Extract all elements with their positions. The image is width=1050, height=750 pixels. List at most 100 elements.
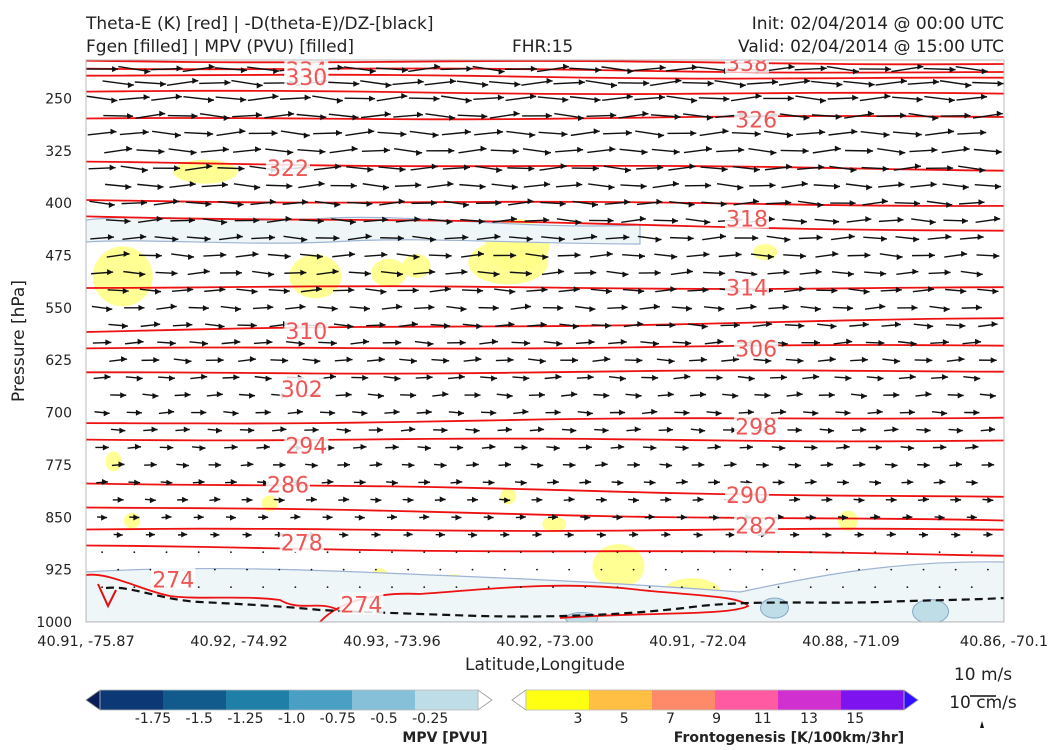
wind-arrow-head xyxy=(122,287,129,294)
wind-arrow-head xyxy=(505,426,512,433)
wind-arrow-head xyxy=(383,147,390,154)
wind-arrow xyxy=(536,568,538,571)
wind-arrow-head xyxy=(105,339,112,346)
wind-arrow xyxy=(842,551,844,554)
wind-arrow-head xyxy=(626,93,633,100)
wind-arrow-head xyxy=(235,269,242,276)
contour-label: 278 xyxy=(281,531,323,556)
wind-arrow-head xyxy=(103,410,110,417)
wind-arrow-head xyxy=(381,251,388,258)
wind-arrow-head xyxy=(702,286,709,293)
wind-arrow-head xyxy=(206,163,213,170)
wind-arrow-head xyxy=(135,443,142,450)
wind-arrow-head xyxy=(683,409,690,416)
y-tick-label: 775 xyxy=(45,458,72,474)
wind-arrow-head xyxy=(688,201,695,208)
wind-arrow-head xyxy=(812,410,819,417)
wind-arrow-head xyxy=(524,340,531,347)
wind-arrow-head xyxy=(865,216,872,223)
wind-arrow-head xyxy=(633,461,640,468)
wind-arrow-head xyxy=(144,68,151,75)
wind-arrow-head xyxy=(813,373,820,380)
wind-arrow-head xyxy=(782,304,789,311)
wind-arrow xyxy=(487,551,490,554)
wind-arrow xyxy=(503,568,506,571)
wind-arrow-head xyxy=(621,304,628,311)
wind-arrow-head xyxy=(651,408,658,415)
wind-arrow-head xyxy=(474,392,481,399)
wind-arrow-head xyxy=(988,461,995,468)
wind-arrow-head xyxy=(618,443,625,450)
contour-label-bg xyxy=(724,275,769,298)
colorbar-segment xyxy=(163,690,227,710)
wind-arrow xyxy=(471,568,474,571)
wind-arrow-head xyxy=(834,145,841,152)
wind-arrow-head xyxy=(464,128,471,135)
y-tick-label: 550 xyxy=(45,301,72,317)
wind-arrow-head xyxy=(859,461,866,468)
wind-arrow xyxy=(729,568,732,571)
wind-arrow-head xyxy=(233,374,240,381)
wind-arrow xyxy=(616,551,619,554)
wind-arrow-head xyxy=(753,166,760,173)
frontogenesis-fill xyxy=(123,512,140,529)
wind-arrow-head xyxy=(204,235,211,242)
wind-arrow-head xyxy=(121,323,128,330)
wind-arrow-head xyxy=(337,64,344,71)
wind-arrow-head xyxy=(336,97,343,104)
wind-arrow xyxy=(423,551,426,554)
wind-arrow-head xyxy=(632,531,639,538)
wind-arrow-head xyxy=(230,479,237,486)
wind-arrow-head xyxy=(962,184,969,191)
wind-arrow-head xyxy=(972,443,979,450)
wind-arrow-head xyxy=(188,254,195,261)
wind-arrow-head xyxy=(111,97,118,104)
wind-arrow-head xyxy=(851,128,858,135)
colorbar-segment xyxy=(289,690,353,710)
wind-arrow-head xyxy=(704,219,711,226)
wind-arrow-head xyxy=(107,269,114,276)
wind-arrow-head xyxy=(675,77,682,84)
wind-arrow-head xyxy=(867,110,874,117)
wind-arrow-head xyxy=(106,306,113,313)
colorbar-tick-label: 15 xyxy=(846,711,864,727)
wind-arrow-head xyxy=(994,215,1001,222)
wind-arrow-head xyxy=(252,251,259,258)
wind-arrow-head xyxy=(716,374,723,381)
wind-arrow-head xyxy=(794,496,801,503)
wind-arrow-head xyxy=(974,375,981,382)
wind-arrow-head xyxy=(841,514,848,521)
wind-arrow-head xyxy=(345,391,352,398)
wind-arrow-head xyxy=(975,338,982,345)
wind-arrow-head xyxy=(489,443,496,450)
wind-arrow-head xyxy=(642,110,649,117)
wind-arrow-head xyxy=(398,198,405,205)
wind-arrow xyxy=(713,551,716,554)
wind-arrow-head xyxy=(538,391,545,398)
wind-arrow-head xyxy=(446,218,453,225)
colorbar-tick-label: 13 xyxy=(800,711,818,727)
wind-arrow xyxy=(197,586,200,588)
wind-arrow-head xyxy=(520,479,527,486)
wind-arrow xyxy=(616,586,619,588)
contour-label: 322 xyxy=(267,157,309,182)
wind-arrow-head xyxy=(768,216,775,223)
wind-arrow-head xyxy=(120,392,127,399)
wind-arrow-head xyxy=(608,184,615,191)
wind-arrow-head xyxy=(510,252,517,259)
wind-arrow-head xyxy=(140,233,147,240)
wind-arrow-head xyxy=(713,479,720,486)
wind-arrow xyxy=(117,568,120,571)
wind-arrow-head xyxy=(541,286,548,293)
wind-arrow-head xyxy=(519,513,526,520)
wind-arrow-head xyxy=(168,375,175,382)
wind-arrow xyxy=(745,551,748,554)
contour-label: 306 xyxy=(735,337,777,362)
wind-arrow-head xyxy=(414,216,421,223)
wind-arrow-head xyxy=(185,358,192,365)
wind-arrow-head xyxy=(864,252,871,259)
wind-arrow-head xyxy=(351,145,358,152)
wind-arrow-head xyxy=(472,461,479,468)
wind-arrow xyxy=(391,551,393,554)
wind-arrow xyxy=(407,568,410,571)
